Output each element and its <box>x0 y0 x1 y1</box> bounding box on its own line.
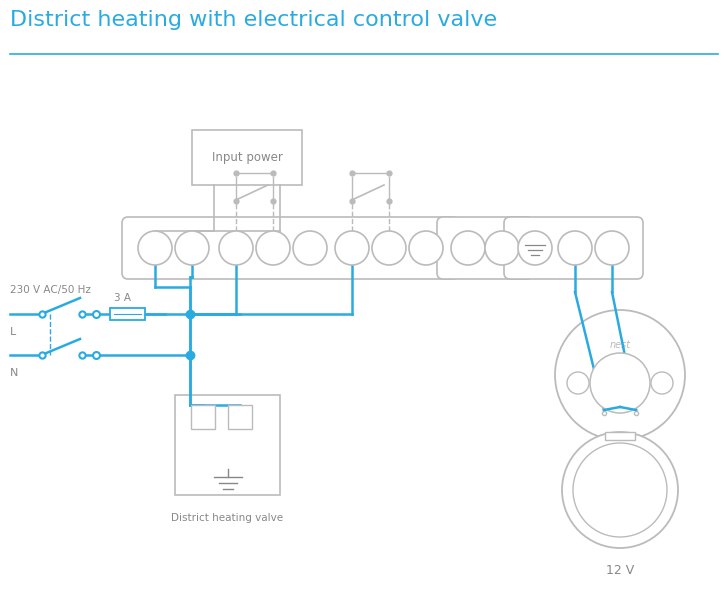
Circle shape <box>409 231 443 265</box>
Text: T1: T1 <box>568 243 582 253</box>
Circle shape <box>651 372 673 394</box>
Text: District heating valve: District heating valve <box>171 513 284 523</box>
Text: N: N <box>151 243 159 253</box>
Circle shape <box>256 231 290 265</box>
FancyBboxPatch shape <box>192 130 302 185</box>
Circle shape <box>595 231 629 265</box>
Circle shape <box>590 353 650 413</box>
Text: District heating with electrical control valve: District heating with electrical control… <box>10 10 497 30</box>
Text: 3 A: 3 A <box>114 293 130 303</box>
Circle shape <box>219 231 253 265</box>
Circle shape <box>372 231 406 265</box>
Circle shape <box>451 231 485 265</box>
FancyBboxPatch shape <box>437 217 533 279</box>
Text: N: N <box>10 368 18 378</box>
Circle shape <box>562 432 678 548</box>
Circle shape <box>293 231 327 265</box>
Circle shape <box>573 443 667 537</box>
Text: OT2: OT2 <box>493 244 511 252</box>
Text: Input power: Input power <box>212 151 282 164</box>
Text: 230 V AC/50 Hz: 230 V AC/50 Hz <box>10 285 91 295</box>
Text: L: L <box>237 412 243 422</box>
Circle shape <box>485 231 519 265</box>
FancyBboxPatch shape <box>605 432 635 440</box>
FancyBboxPatch shape <box>175 395 280 495</box>
FancyBboxPatch shape <box>191 405 215 429</box>
FancyBboxPatch shape <box>504 217 643 279</box>
Text: nest: nest <box>612 476 628 485</box>
Circle shape <box>335 231 369 265</box>
Text: 3: 3 <box>306 243 314 253</box>
FancyBboxPatch shape <box>110 308 145 320</box>
Circle shape <box>555 310 685 440</box>
Text: L: L <box>189 243 195 253</box>
Text: T2: T2 <box>605 243 619 253</box>
Circle shape <box>567 372 589 394</box>
Text: 1: 1 <box>232 243 240 253</box>
Circle shape <box>138 231 172 265</box>
Text: 5: 5 <box>386 243 392 253</box>
Text: N: N <box>199 412 207 422</box>
Circle shape <box>175 231 209 265</box>
Text: nest: nest <box>609 340 630 350</box>
Text: 12 V: 12 V <box>606 564 634 577</box>
Text: 4: 4 <box>349 243 355 253</box>
Circle shape <box>518 231 552 265</box>
FancyBboxPatch shape <box>228 405 252 429</box>
Text: OT1: OT1 <box>459 244 477 252</box>
Circle shape <box>558 231 592 265</box>
Text: 6: 6 <box>422 243 430 253</box>
Text: 2: 2 <box>269 243 277 253</box>
FancyBboxPatch shape <box>122 217 459 279</box>
Text: L: L <box>10 327 16 337</box>
